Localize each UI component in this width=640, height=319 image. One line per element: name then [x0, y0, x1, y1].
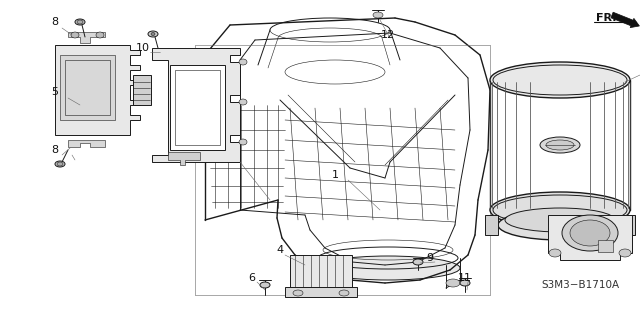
Polygon shape: [68, 140, 105, 147]
Ellipse shape: [239, 139, 247, 145]
Ellipse shape: [77, 20, 83, 24]
Bar: [175, 70, 220, 145]
Ellipse shape: [446, 279, 460, 287]
Text: 9: 9: [426, 253, 433, 263]
Ellipse shape: [540, 137, 580, 153]
Ellipse shape: [316, 256, 460, 280]
Text: 12: 12: [381, 30, 395, 40]
Ellipse shape: [148, 31, 158, 37]
Ellipse shape: [460, 280, 470, 286]
Ellipse shape: [546, 140, 574, 150]
Ellipse shape: [55, 161, 65, 167]
Bar: [60, 55, 115, 120]
FancyArrow shape: [611, 12, 639, 28]
Ellipse shape: [339, 290, 349, 296]
Ellipse shape: [570, 220, 610, 246]
Ellipse shape: [490, 192, 630, 228]
Text: 5: 5: [51, 87, 58, 97]
Text: 11: 11: [458, 273, 472, 283]
Polygon shape: [485, 215, 498, 235]
Ellipse shape: [239, 99, 247, 105]
Text: 8: 8: [51, 145, 59, 155]
Polygon shape: [622, 215, 635, 235]
Ellipse shape: [413, 259, 423, 265]
Bar: [290, 255, 352, 287]
Ellipse shape: [239, 59, 247, 65]
Bar: [133, 75, 151, 105]
Ellipse shape: [75, 19, 85, 25]
Ellipse shape: [71, 32, 79, 38]
Ellipse shape: [316, 279, 330, 287]
Ellipse shape: [373, 12, 383, 18]
Polygon shape: [168, 152, 200, 165]
Polygon shape: [152, 48, 240, 162]
Text: 4: 4: [276, 245, 284, 255]
Ellipse shape: [96, 32, 104, 38]
Ellipse shape: [151, 33, 155, 35]
Polygon shape: [68, 32, 105, 43]
Bar: [598, 240, 613, 252]
Ellipse shape: [498, 210, 622, 240]
Text: 1: 1: [332, 170, 339, 180]
Bar: [285, 287, 357, 297]
Ellipse shape: [260, 282, 270, 288]
Bar: [65, 60, 110, 115]
Polygon shape: [55, 45, 140, 135]
Text: S3M3−B1710A: S3M3−B1710A: [541, 280, 619, 290]
Ellipse shape: [490, 62, 630, 98]
Ellipse shape: [549, 249, 561, 257]
Text: 10: 10: [136, 43, 150, 53]
Ellipse shape: [505, 208, 615, 232]
Ellipse shape: [562, 215, 618, 251]
Text: 8: 8: [51, 17, 59, 27]
Ellipse shape: [293, 290, 303, 296]
Ellipse shape: [619, 249, 631, 257]
Ellipse shape: [57, 162, 63, 166]
Text: 6: 6: [248, 273, 255, 283]
Polygon shape: [548, 215, 632, 260]
Bar: [170, 65, 225, 150]
Text: FR.: FR.: [596, 13, 616, 23]
